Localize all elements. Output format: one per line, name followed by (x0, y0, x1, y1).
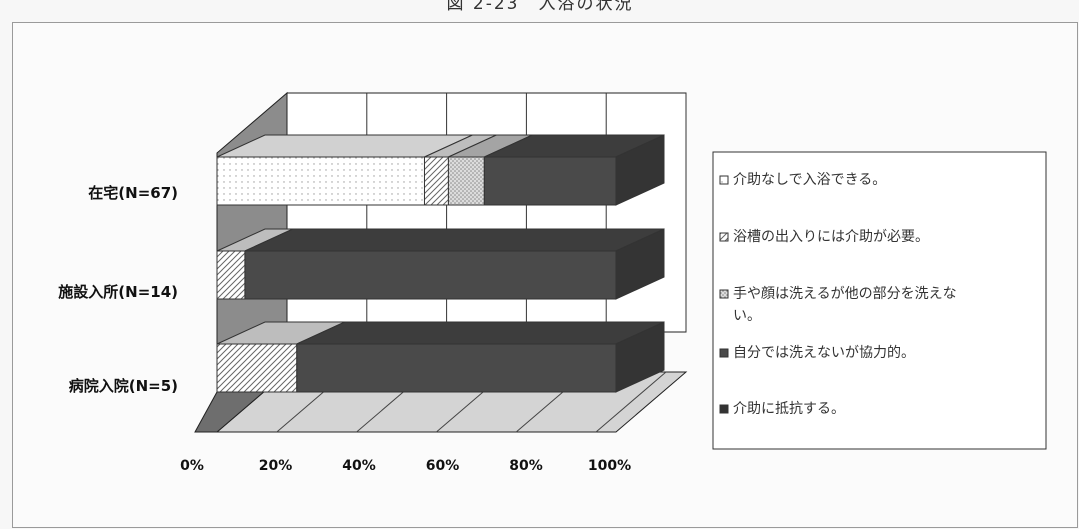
bar-segment-2-3 (296, 343, 617, 393)
x-tick-labels: 0% 20% 40% 60% 80% 100% (180, 458, 631, 474)
x-tick-label: 20% (259, 458, 293, 474)
x-tick-label: 40% (342, 458, 376, 474)
bar-segment-0-3 (483, 156, 617, 206)
chart-title-cut: 図 2-23 入浴の状況 (446, 0, 634, 14)
bar-segment-0-1 (423, 156, 449, 206)
x-tick-label: 60% (426, 458, 460, 474)
bar-end-0 (615, 134, 665, 206)
x-tick-label: 100% (588, 458, 631, 474)
legend-label: 介助なしで入浴できる。 (733, 172, 886, 188)
legend-label: 浴槽の出入りには介助が必要。 (733, 229, 929, 245)
bar-end-1 (615, 228, 665, 300)
legend-swatch (719, 175, 729, 185)
bar-segment-1-3 (244, 250, 617, 300)
bar-top-1-3 (244, 228, 665, 252)
legend-label-cont: い。 (733, 308, 761, 324)
bar-end-2 (615, 321, 665, 393)
legend-label: 手や顔は洗えるが他の部分を洗えな (733, 286, 957, 302)
legend-box (712, 151, 1047, 450)
bar-segment-2-1 (216, 343, 298, 393)
legend-swatch (719, 404, 729, 414)
category-label: 病院入院(N=5) (69, 377, 178, 395)
legend-swatch (719, 232, 729, 242)
legend-swatch (719, 289, 729, 299)
legend-swatch (719, 348, 729, 358)
legend-label: 自分では洗えないが協力的。 (733, 345, 915, 361)
category-labels: 在宅(N=67) 施設入所(N=14) 病院入院(N=5) (58, 184, 178, 395)
x-tick-label: 0% (180, 458, 204, 474)
x-tick-label: 80% (509, 458, 543, 474)
legend: 介助なしで入浴できる。浴槽の出入りには介助が必要。手や顔は洗えるが他の部分を洗え… (712, 151, 1047, 450)
bar-top-2-3 (296, 321, 665, 345)
legend-label: 介助に抵抗する。 (733, 401, 845, 417)
category-label: 在宅(N=67) (88, 184, 178, 202)
category-label: 施設入所(N=14) (58, 283, 178, 301)
bar-segment-1-1 (216, 250, 246, 300)
chart-bars (216, 134, 665, 393)
bar-segment-0-2 (447, 156, 485, 206)
bar-segment-0-0 (216, 156, 425, 206)
floor-gridline (595, 371, 667, 433)
